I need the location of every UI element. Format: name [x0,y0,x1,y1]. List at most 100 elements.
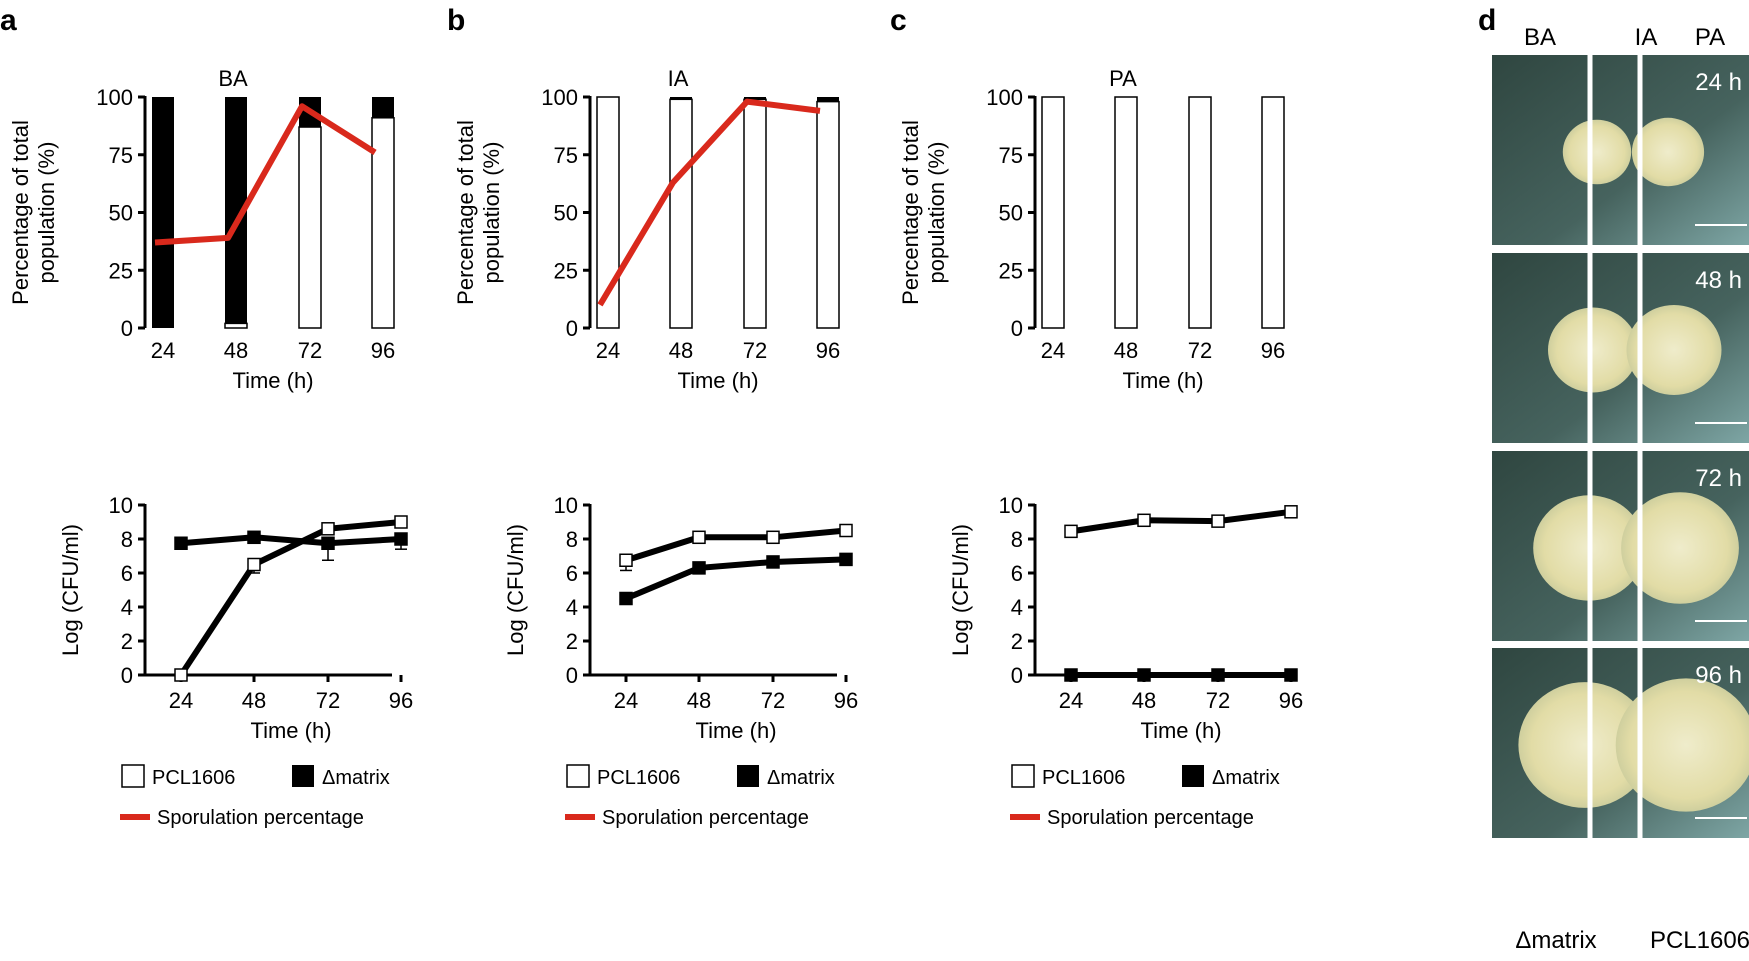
data-marker-matrix [692,561,706,575]
legend-label-sporulation: Sporulation percentage [602,807,809,829]
x-tick-label: 24 [596,338,620,363]
bar-pcl1606 [1041,96,1065,329]
strain-label-pcl1606: PCL1606 [1650,927,1749,954]
x-axis-label: Time (h) [695,718,776,743]
y-tick-label: 10 [554,493,578,518]
y-tick-label: 50 [109,201,133,226]
series-line-matrix [180,534,402,547]
y-axis-label: Percentage of total population (%) [8,120,59,305]
legend-label-pcl1606: PCL1606 [597,767,680,789]
y-tick-label: 0 [121,316,133,341]
time-label: 48 h [1695,267,1742,294]
y-axis-label-line: population (%) [34,142,59,284]
x-tick-label: 72 [316,688,340,713]
data-marker-matrix [174,536,188,550]
x-tick-label: 96 [389,688,413,713]
x-tick-label: 48 [242,688,266,713]
legend-label-sporulation: Sporulation percentage [157,807,364,829]
y-axis-label: Log (CFU/ml) [503,524,528,656]
legend: PCL1606 Δmatrix Sporulation percentage [120,764,390,829]
y-axis-label: Percentage of total population (%) [453,120,504,305]
colony-pcl1606 [1615,678,1749,812]
x-axis-label: Time (h) [677,368,758,393]
bar-pcl1606 [1188,96,1212,329]
data-marker-pcl1606 [766,530,780,545]
y-tick-label: 8 [1011,527,1023,552]
panel-label-c: c [890,4,907,37]
bar-pcl1606 [1261,96,1285,329]
photo-3: 96 h [1492,648,1749,838]
y-axis-label-text: Log (CFU/ml) [58,524,83,656]
y-tick-label: 4 [1011,595,1023,620]
data-marker-matrix [619,591,633,606]
y-tick-label: 100 [541,85,578,110]
y-tick-label: 75 [999,143,1023,168]
y-tick-label: 4 [121,595,133,620]
legend-swatch-matrix [1182,765,1204,787]
panel-label-b: b [447,4,465,37]
x-tick-label: 48 [224,338,248,363]
data-marker-pcl1606 [619,553,633,567]
x-tick-label: 48 [687,688,711,713]
y-tick-label: 0 [1011,316,1023,341]
y-tick-label: 100 [96,85,133,110]
y-tick-label: 10 [999,493,1023,518]
x-tick-label: 72 [1188,338,1212,363]
x-tick-label: 96 [1261,338,1285,363]
legend-label-pcl1606: PCL1606 [1042,767,1125,789]
y-tick-label: 25 [109,258,133,283]
bar-matrix [372,97,394,118]
y-tick-label: 8 [566,527,578,552]
data-marker-matrix [1284,668,1298,682]
bar-pcl1606 [1114,96,1138,329]
bar-matrix [225,97,247,324]
legend-label-matrix: Δmatrix [1212,767,1280,789]
chart-title: PA [1109,66,1137,91]
y-tick-label: 75 [554,143,578,168]
x-tick-label: 24 [614,688,638,713]
bar-pcl1606 [743,98,767,329]
photo-column-label: BA [1524,24,1556,51]
colony-matrix [1518,682,1652,808]
y-tick-label: 6 [121,561,133,586]
legend-swatch-pcl1606 [1011,764,1035,788]
y-tick-label: 2 [121,629,133,654]
bar-chart-b: IA 0 25 50 75 100 Percentage of total populatio… [453,66,840,393]
bar-pcl1606 [224,322,248,329]
x-tick-label: 96 [1279,688,1303,713]
series-line-pcl1606 [625,527,847,564]
bar-matrix [744,97,766,100]
data-marker-matrix [1064,668,1078,682]
data-marker-pcl1606 [321,522,335,536]
y-tick-label: 0 [1011,663,1023,688]
series-line-pcl1606 [178,519,402,677]
colony-pcl1606 [1631,117,1705,187]
y-tick-label: 10 [109,493,133,518]
photo-1: 48 h [1492,253,1749,443]
y-axis-label-line: population (%) [924,142,949,284]
x-tick-label: 48 [669,338,693,363]
data-marker-pcl1606 [247,557,261,572]
legend-swatch-matrix [292,765,314,787]
bar-chart-c: PA 0 25 50 75 100 Percentage of total populatio… [898,66,1285,393]
bar-matrix [817,97,839,102]
y-tick-label: 50 [999,201,1023,226]
data-marker-matrix [1137,668,1151,682]
x-axis-label: Time (h) [250,718,331,743]
y-axis-label-line: Percentage of total [453,120,478,305]
data-marker-pcl1606 [1064,524,1078,539]
x-tick-label: 72 [298,338,322,363]
colony-matrix [1562,119,1632,185]
colony-pcl1606 [1626,305,1722,395]
legend-label-matrix: Δmatrix [322,767,390,789]
y-axis-label: Percentage of total population (%) [898,120,949,305]
data-marker-matrix [321,536,335,550]
bar-pcl1606 [816,100,840,329]
panel-label-d: d [1478,4,1496,37]
y-tick-label: 2 [1011,629,1023,654]
series-line-matrix [624,556,847,602]
x-tick-label: 96 [816,338,840,363]
